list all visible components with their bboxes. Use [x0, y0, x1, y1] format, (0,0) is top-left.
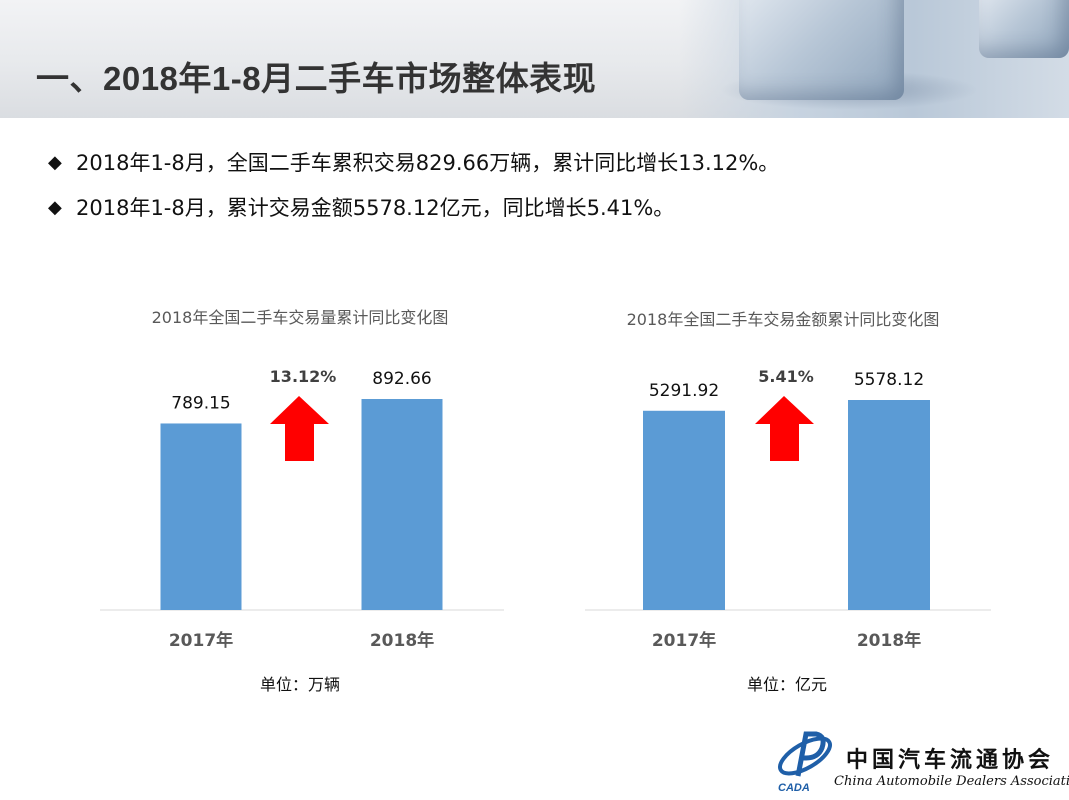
unit-label: 单位：亿元 [747, 675, 827, 694]
diamond-icon: ◆ [48, 196, 62, 218]
bullet-item: ◆ 2018年1-8月，全国二手车累积交易829.66万辆，累计同比增长13.1… [48, 148, 1028, 176]
chart-title: 2018年全国二手车交易金额累计同比变化图 [627, 310, 940, 329]
bar-2017 [643, 410, 725, 610]
logo-name-en: China Automobile Dealers Association [834, 774, 1069, 789]
diamond-icon: ◆ [48, 151, 62, 173]
bar-2017 [160, 423, 242, 610]
logo-name-cn: 中国汽车流通协会 [846, 747, 1055, 773]
growth-label: 13.12% [270, 367, 337, 386]
category-label: 2018年 [370, 630, 434, 651]
cada-emblem-icon: CADA [778, 731, 832, 794]
up-arrow-icon [270, 396, 329, 461]
up-arrow-icon [755, 396, 814, 461]
header-banner: 一、2018年1-8月二手车市场整体表现 [0, 0, 1069, 118]
logo-abbr: CADA [778, 782, 810, 794]
bar-2018 [848, 400, 930, 610]
bullet-list: ◆ 2018年1-8月，全国二手车累积交易829.66万辆，累计同比增长13.1… [48, 148, 1028, 238]
bullet-text: 2018年1-8月，累计交易金额5578.12亿元，同比增长5.41%。 [76, 196, 675, 220]
unit-label: 单位：万辆 [260, 675, 340, 694]
category-label: 2017年 [169, 630, 233, 651]
category-label: 2018年 [857, 630, 921, 651]
header-decoration [679, 0, 1069, 118]
bullet-item: ◆ 2018年1-8月，累计交易金额5578.12亿元，同比增长5.41%。 [48, 193, 1028, 221]
data-label: 5291.92 [649, 381, 719, 401]
bar-2018 [361, 399, 443, 610]
data-label: 892.66 [372, 369, 431, 389]
bullet-text: 2018年1-8月，全国二手车累积交易829.66万辆，累计同比增长13.12%… [76, 151, 780, 175]
chart-amount: 2018年全国二手车交易金额累计同比变化图 5291.92 5578.12 20… [585, 310, 991, 694]
data-label: 5578.12 [854, 370, 924, 390]
page-title: 一、2018年1-8月二手车市场整体表现 [36, 60, 597, 97]
category-label: 2017年 [652, 630, 716, 651]
chart-title: 2018年全国二手车交易量累计同比变化图 [152, 308, 449, 327]
cada-logo: CADA 中国汽车流通协会 China Automobile Dealers A… [772, 724, 1069, 794]
data-label: 789.15 [171, 393, 230, 413]
chart-volume: 2018年全国二手车交易量累计同比变化图 789.15 892.66 2017年… [100, 308, 504, 694]
growth-label: 5.41% [758, 367, 814, 386]
